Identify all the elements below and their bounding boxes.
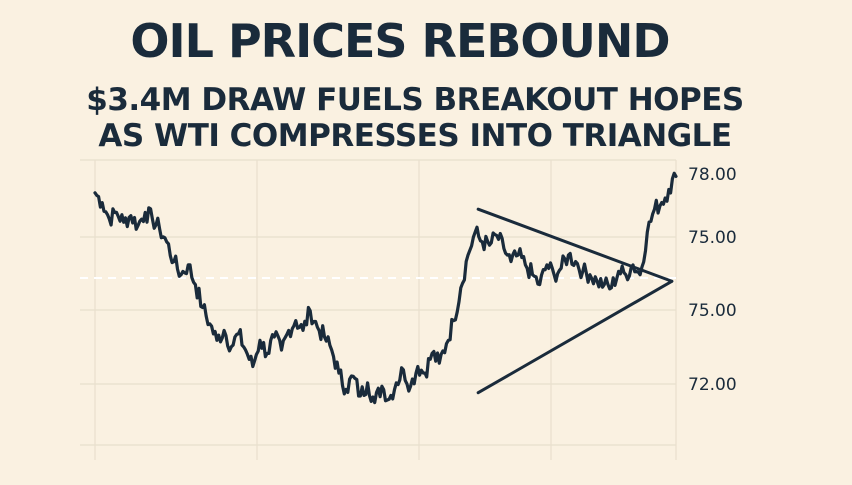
y-tick-label-2: 75.00: [688, 301, 737, 321]
grid-lines: [80, 159, 677, 460]
y-tick-label-3: 72.00: [688, 375, 737, 395]
price-series-line: [93, 171, 678, 405]
triangle-lower-trendline: [476, 279, 674, 395]
subheadline-line-1: $3.4M DRAW FUELS BREAKOUT HOPES: [86, 82, 744, 118]
headline: OIL PRICES REBOUND: [130, 14, 670, 68]
series-group: [93, 171, 678, 405]
y-tick-label-0: 78.00: [688, 165, 737, 185]
triangle-pattern: [476, 207, 674, 395]
y-axis-ticks: 78.00 75.00 75.00 72.00: [688, 165, 737, 395]
triangle-upper-trendline: [476, 207, 674, 283]
subheadline-line-2: AS WTI COMPRESSES INTO TRIANGLE: [98, 118, 732, 154]
y-tick-label-1: 75.00: [688, 228, 737, 248]
